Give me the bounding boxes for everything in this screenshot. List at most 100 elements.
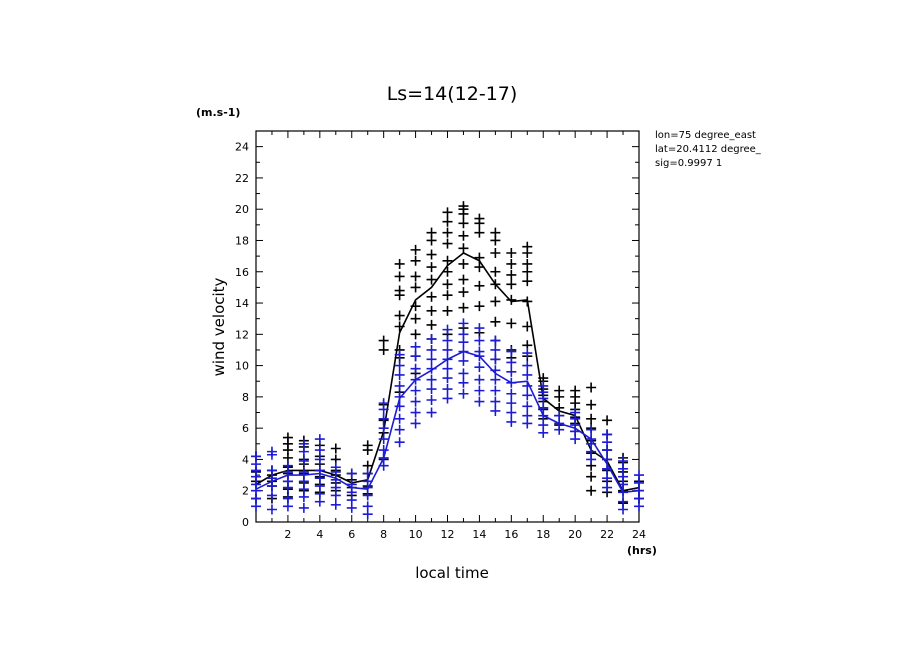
data-point-black <box>410 313 421 324</box>
data-point-blue <box>602 473 613 484</box>
data-point-blue <box>330 499 341 510</box>
data-point-black <box>410 271 421 282</box>
data-point-blue <box>378 423 389 434</box>
y-tick-label: 22 <box>235 172 249 185</box>
data-point-blue <box>506 346 517 357</box>
y-tick-label: 0 <box>242 516 249 529</box>
annotation-lat: lat=20.4112 degree_ <box>655 144 762 155</box>
data-point-black <box>426 227 437 238</box>
data-point-blue <box>474 323 485 334</box>
y-axis-label: wind velocity <box>210 277 228 376</box>
y-tick-label: 18 <box>235 234 249 247</box>
data-point-black <box>474 213 485 224</box>
data-point-blue <box>506 398 517 409</box>
data-marks <box>251 201 644 520</box>
data-point-black <box>474 301 485 312</box>
data-point-blue <box>410 341 421 352</box>
data-point-blue <box>426 334 437 345</box>
x-tick-label: 16 <box>504 528 518 541</box>
data-point-blue <box>362 468 373 479</box>
data-point-black <box>426 319 437 330</box>
data-point-blue <box>442 363 453 374</box>
data-point-blue <box>490 385 501 396</box>
data-point-blue <box>410 363 421 374</box>
data-point-blue <box>394 380 405 391</box>
data-point-black <box>490 227 501 238</box>
data-point-black <box>426 262 437 273</box>
data-point-blue <box>314 454 325 465</box>
data-point-black <box>426 305 437 316</box>
x-tick-label: 24 <box>632 528 646 541</box>
data-point-black <box>410 282 421 293</box>
data-point-blue <box>458 355 469 366</box>
data-point-blue <box>314 434 325 445</box>
data-point-blue <box>426 407 437 418</box>
data-point-blue <box>394 413 405 424</box>
data-point-black <box>330 443 341 454</box>
data-point-blue <box>490 396 501 407</box>
data-point-blue <box>506 357 517 368</box>
data-point-black <box>602 415 613 426</box>
data-point-blue <box>458 368 469 379</box>
x-tick-label: 2 <box>284 528 291 541</box>
data-point-blue <box>410 407 421 418</box>
data-point-black <box>410 329 421 340</box>
y-tick-label: 6 <box>242 422 249 435</box>
data-point-black <box>586 399 597 410</box>
data-point-blue <box>490 354 501 365</box>
data-point-blue <box>298 456 309 467</box>
data-point-blue <box>266 504 277 515</box>
data-point-blue <box>522 360 533 371</box>
data-point-blue <box>586 424 597 435</box>
data-point-blue <box>522 348 533 359</box>
data-point-blue <box>570 407 581 418</box>
data-point-blue <box>522 401 533 412</box>
data-point-blue <box>490 335 501 346</box>
data-point-blue <box>538 380 549 391</box>
data-point-blue <box>522 369 533 380</box>
x-tick-label: 4 <box>316 528 323 541</box>
data-point-black <box>490 296 501 307</box>
data-point-blue <box>458 318 469 329</box>
data-point-blue <box>538 420 549 431</box>
data-point-black <box>506 294 517 305</box>
data-point-blue <box>474 385 485 396</box>
data-point-blue <box>442 324 453 335</box>
data-point-black <box>426 291 437 302</box>
data-point-blue <box>458 329 469 340</box>
data-point-blue <box>506 388 517 399</box>
data-point-black <box>458 218 469 229</box>
y-tick-label: 4 <box>242 453 249 466</box>
chart-title: Ls=14(12-17) <box>387 83 518 105</box>
data-point-blue <box>394 424 405 435</box>
data-point-blue <box>474 396 485 407</box>
data-point-blue <box>474 362 485 373</box>
data-point-black <box>442 266 453 277</box>
y-tick-label: 8 <box>242 391 249 404</box>
data-point-blue <box>394 369 405 380</box>
y-tick-label: 12 <box>235 328 249 341</box>
series-blue <box>251 318 644 520</box>
data-point-blue <box>522 390 533 401</box>
data-point-black <box>586 413 597 424</box>
data-point-black <box>362 440 373 451</box>
x-axis-unit: (hrs) <box>627 544 657 557</box>
data-point-black <box>490 266 501 277</box>
data-point-black <box>282 432 293 443</box>
y-tick-label: 10 <box>235 360 249 373</box>
data-point-black <box>570 385 581 396</box>
data-point-blue <box>346 468 357 479</box>
data-point-blue <box>378 445 389 456</box>
data-point-blue <box>474 346 485 357</box>
data-point-black <box>586 471 597 482</box>
data-point-black <box>394 310 405 321</box>
data-point-blue <box>426 374 437 385</box>
data-point-blue <box>394 437 405 448</box>
data-point-blue <box>282 460 293 471</box>
data-point-black <box>474 227 485 238</box>
data-point-black <box>426 274 437 285</box>
x-tick-label: 22 <box>600 528 614 541</box>
data-point-black <box>394 271 405 282</box>
data-point-black <box>522 321 533 332</box>
